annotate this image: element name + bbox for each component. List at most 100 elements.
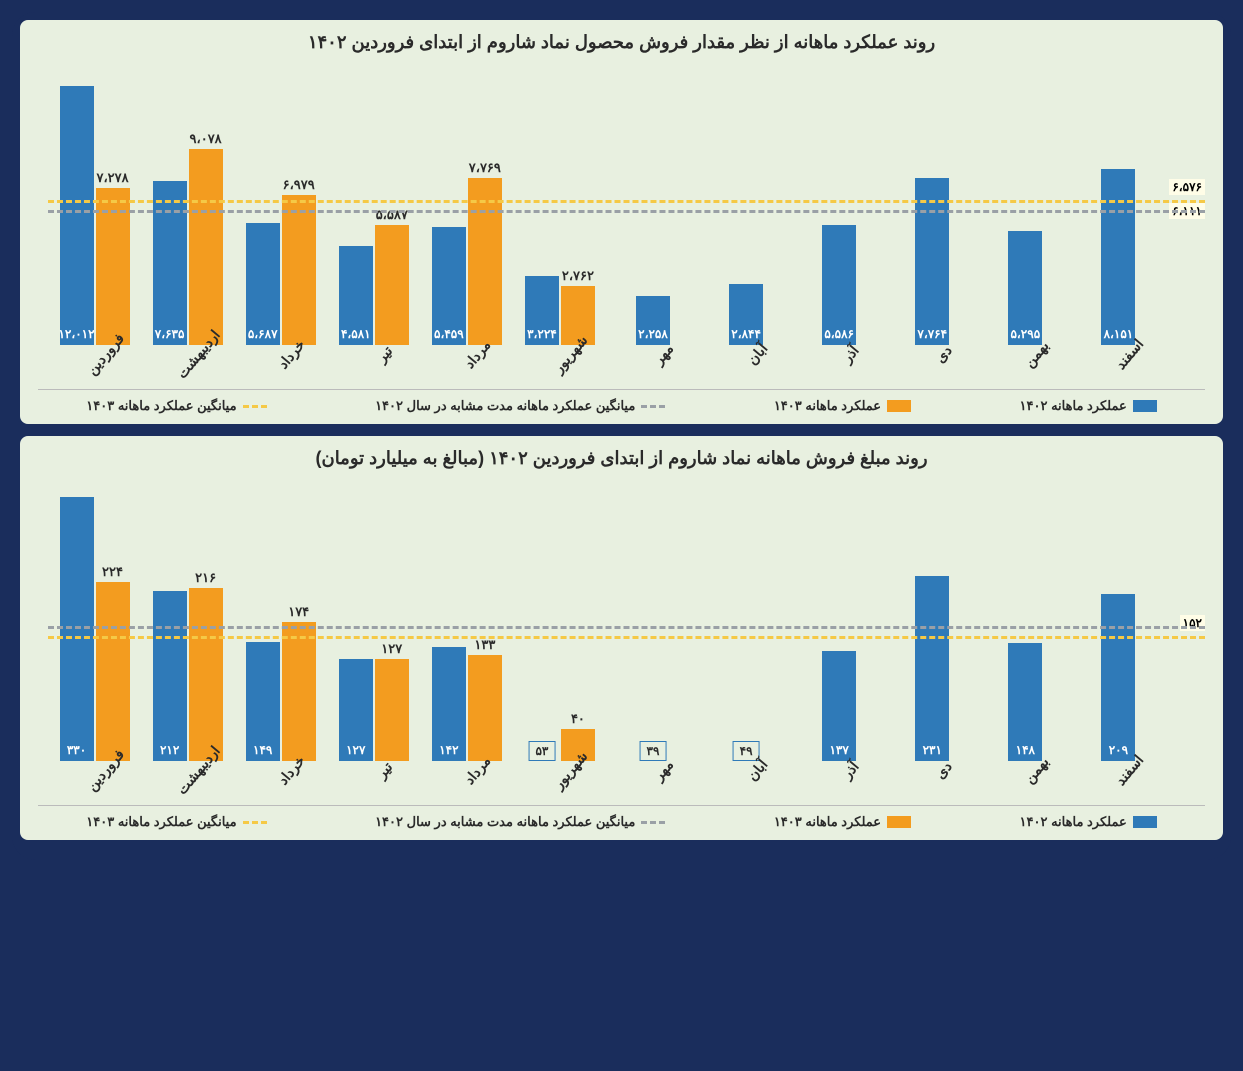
bar-1402: ۵،۵۸۶ [822,65,856,345]
month-group: ۲۰۹ [1072,481,1165,761]
legend-1403-label: عملکرد ماهانه ۱۴۰۳ [774,814,881,830]
legend-avg-1403-label: میانگین عملکرد ماهانه ۱۴۰۳ [86,814,236,830]
bar-1403: ۲۱۶ [189,481,223,761]
month-group: ۲۳۱ [886,481,979,761]
chart2-title: روند مبلغ فروش ماهانه نماد شاروم از ابتد… [38,448,1205,469]
bar-1403-value: ۱۷۴ [288,604,309,620]
legend-avg-1403: میانگین عملکرد ماهانه ۱۴۰۳ [86,398,266,414]
bar-1402-value: ۵،۶۸۷ [248,327,278,341]
avg-1403-label: ۱۵۲ [1180,615,1205,631]
bar-1402-value: ۳،۲۲۴ [527,327,557,341]
chart2-body: ۱۵۲ ۳۳۰ ۲۲۴ ۲۱۲ ۲۱۶ ۱۴۹ ۱۷۴ ۱۲۷ ۱۲۷ ۱۴۲ ۱۳۳ ۵۳ ۴۰ ۳۹۴… [38,481,1205,801]
month-group: ۳۳۰ ۲۲۴ [48,481,141,761]
charts-frame: روند عملکرد ماهانه از نظر مقدار فروش محص… [12,12,1231,860]
legend-1403-label: عملکرد ماهانه ۱۴۰۳ [774,398,881,414]
swatch-1403 [887,816,911,828]
avg-line-1402 [48,626,1205,629]
bar-1402: ۳۳۰ [60,481,94,761]
bar-1402: ۴،۵۸۱ [339,65,373,345]
bar-1403: ۱۲۷ [375,481,409,761]
bar-1403: ۷،۲۷۸ [96,65,130,345]
month-group: ۵،۲۹۵ [979,65,1072,345]
bar-1402: ۵،۲۹۵ [1008,65,1042,345]
bar-1402-value: ۱۲،۰۱۲ [58,327,94,341]
legend-1402: عملکرد ماهانه ۱۴۰۲ [1020,814,1157,830]
bar-1402: ۵،۴۵۹ [432,65,466,345]
legend-avg-1402-label: میانگین عملکرد ماهانه مدت مشابه در سال ۱… [375,398,635,414]
bar-1403-value: ۹،۰۷۸ [190,131,222,147]
chart1-title: روند عملکرد ماهانه از نظر مقدار فروش محص… [38,32,1205,53]
month-group: ۱۴۹ ۱۷۴ [234,481,327,761]
chart1-plot: ۶،۵۷۶۶،۱۱۱۱۲،۰۱۲۷،۲۷۸۷،۶۳۵۹،۰۷۸۵،۶۸۷۶،۹۷… [48,65,1165,345]
month-group: ۱۲،۰۱۲ ۷،۲۷۸ [48,65,141,345]
bar-1402: ۸،۱۵۱ [1101,65,1135,345]
legend-avg-1403-label: میانگین عملکرد ماهانه ۱۴۰۳ [86,398,236,414]
bar-1402: ۳۹ [636,481,670,761]
legend-1403: عملکرد ماهانه ۱۴۰۳ [774,398,911,414]
bar-1403-value: ۷،۷۶۹ [469,160,501,176]
legend-1403: عملکرد ماهانه ۱۴۰۳ [774,814,911,830]
swatch-avg-1403 [243,405,267,408]
legend-avg-1402: میانگین عملکرد ماهانه مدت مشابه در سال ۱… [375,814,665,830]
month-group: ۵۳ ۴۰ [513,481,606,761]
bar-1403-value: ۴۰ [571,711,585,727]
bar-1403: ۱۳۳ [468,481,502,761]
bar-1403-value: ۲۲۴ [102,564,123,580]
bar-1403-value: ۱۲۷ [381,641,402,657]
month-group: ۵،۶۸۷ ۶،۹۷۹ [234,65,327,345]
month-group: ۳،۲۲۴ ۲،۷۶۲ [513,65,606,345]
bar-1402-value: ۷،۶۳۵ [155,327,185,341]
bar-1402: ۲۰۹ [1101,481,1135,761]
bar-1402: ۱۲۷ [339,481,373,761]
bar-1402: ۱۴۲ [432,481,466,761]
bar-1403: ۴۰ [561,481,595,761]
bar-1402: ۳،۲۲۴ [525,65,559,345]
bar-1402-value: ۱۴۹ [253,743,272,757]
chart1-xaxis: فروردیناردیبهشتخردادتیرمردادشهریورمهرآبا… [48,345,1165,368]
bar-1402: ۵،۶۸۷ [246,65,280,345]
bar-1402: ۲۳۱ [915,481,949,761]
bar-1402: ۱۳۷ [822,481,856,761]
legend-avg-1402: میانگین عملکرد ماهانه مدت مشابه در سال ۱… [375,398,665,414]
bar-1402: ۱۴۹ [246,481,280,761]
month-group: ۲،۲۵۸ [606,65,699,345]
bar-1402: ۵۳ [525,481,559,761]
avg-1403-label: ۶،۵۷۶ [1169,179,1205,195]
swatch-avg-1402 [641,405,665,408]
legend-avg-1402-label: میانگین عملکرد ماهانه مدت مشابه در سال ۱… [375,814,635,830]
avg-line-1402 [48,210,1205,213]
bar-1403: ۱۷۴ [282,481,316,761]
month-group: ۸،۱۵۱ [1072,65,1165,345]
month-group: ۱۴۸ [979,481,1072,761]
month-group: ۳۹ [606,481,699,761]
month-group: ۷،۷۶۴ [886,65,979,345]
month-group: ۱۲۷ ۱۲۷ [327,481,420,761]
bar-1402: ۲،۸۴۴ [729,65,763,345]
bar-1402: ۴۹ [729,481,763,761]
bars-row: ۳۳۰ ۲۲۴ ۲۱۲ ۲۱۶ ۱۴۹ ۱۷۴ ۱۲۷ ۱۲۷ ۱۴۲ ۱۳۳ ۵۳ ۴۰ ۳۹۴۹۱۳… [48,481,1165,761]
legend-1402-label: عملکرد ماهانه ۱۴۰۲ [1020,814,1127,830]
bar-1402: ۷،۶۳۵ [153,65,187,345]
bar-1402-value: ۱۴۲ [439,743,458,757]
avg-line-1403 [48,636,1205,639]
bar-1403-value: ۲،۷۶۲ [562,268,594,284]
swatch-1402 [1133,400,1157,412]
bar-1402-value: ۲۱۲ [160,743,179,757]
legend-1402: عملکرد ماهانه ۱۴۰۲ [1020,398,1157,414]
bar-1403: ۲،۷۶۲ [561,65,595,345]
month-group: ۱۴۲ ۱۳۳ [420,481,513,761]
bar-1403: ۶،۹۷۹ [282,65,316,345]
bar-1403-value: ۷،۲۷۸ [96,170,128,186]
month-group: ۲،۸۴۴ [700,65,793,345]
chart1-body: ۶،۵۷۶۶،۱۱۱۱۲،۰۱۲۷،۲۷۸۷،۶۳۵۹،۰۷۸۵،۶۸۷۶،۹۷… [38,65,1205,385]
bar-1402-value: ۴،۵۸۱ [341,327,371,341]
bar-1402-value: ۱۲۷ [346,743,365,757]
month-group: ۵،۴۵۹ ۷،۷۶۹ [420,65,513,345]
bar-1403: ۷،۷۶۹ [468,65,502,345]
avg-line-1403 [48,200,1205,203]
bar-1402-value: ۵،۴۵۹ [434,327,464,341]
bar-1402: ۱۴۸ [1008,481,1042,761]
bar-1402-value: ۵۳ [528,741,555,761]
month-group: ۱۳۷ [793,481,886,761]
swatch-avg-1402 [641,821,665,824]
